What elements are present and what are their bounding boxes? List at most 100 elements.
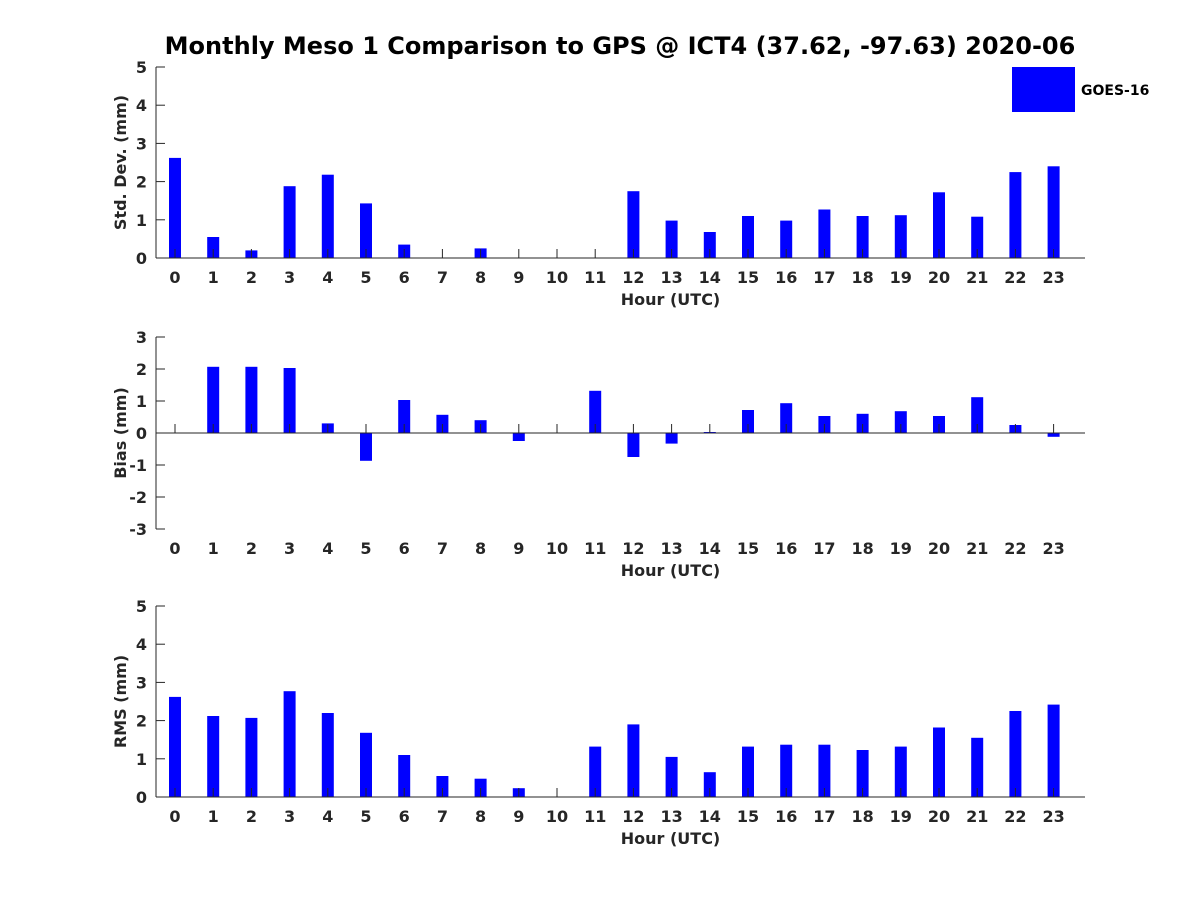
bias-x-tick-label: 8: [475, 539, 486, 558]
bias-x-tick-label: 17: [813, 539, 835, 558]
bias-x-tick-label: 21: [966, 539, 988, 558]
std-dev-bar-18: [856, 216, 869, 258]
rms-x-tick-label: 20: [928, 807, 950, 826]
rms-bar-16: [780, 744, 793, 797]
bias-x-tick-label: 0: [169, 539, 180, 558]
bias-y-tick-label: 1: [136, 392, 147, 411]
std-dev-x-tick-label: 12: [622, 268, 644, 287]
std-dev-x-tick-label: 14: [699, 268, 721, 287]
bias-bar-1: [207, 366, 220, 433]
bias-bar-11: [589, 390, 602, 433]
std-dev-x-tick-label: 5: [360, 268, 371, 287]
std-dev-bar-1: [207, 237, 220, 258]
rms-bar-22: [1009, 711, 1022, 797]
rms-bar-8: [474, 778, 487, 797]
rms-bar-21: [971, 737, 984, 797]
std-dev-x-tick-label: 7: [437, 268, 448, 287]
rms-y-tick-label: 0: [136, 788, 147, 807]
std-dev-bar-21: [971, 216, 984, 258]
rms-x-tick-label: 0: [169, 807, 180, 826]
rms-x-tick-label: 12: [622, 807, 644, 826]
rms-y-axis-label: RMS (mm): [111, 655, 130, 748]
rms-bar-15: [742, 746, 754, 797]
std-dev-bar-14: [703, 232, 716, 258]
std-dev-x-tick-label: 8: [475, 268, 486, 287]
bias-x-tick-label: 3: [284, 539, 295, 558]
bias-bar-5: [360, 433, 372, 461]
rms-x-tick-label: 5: [360, 807, 371, 826]
bias-x-tick-label: 11: [584, 539, 606, 558]
std-dev-bar-15: [742, 216, 754, 258]
rms-bar-7: [436, 776, 449, 797]
rms-bar-13: [665, 756, 678, 797]
rms-x-tick-label: 21: [966, 807, 988, 826]
std-dev-x-tick-label: 11: [584, 268, 606, 287]
std-dev-x-tick-label: 6: [399, 268, 410, 287]
rms-bar-11: [589, 746, 602, 797]
rms-bar-19: [894, 746, 907, 797]
bias-y-tick-label: 3: [136, 328, 147, 347]
bias-x-tick-label: 9: [513, 539, 524, 558]
std-dev-bar-20: [933, 192, 945, 258]
bias-x-tick-label: 12: [622, 539, 644, 558]
rms-x-tick-label: 10: [546, 807, 568, 826]
bias-bar-15: [742, 410, 754, 433]
bias-x-tick-label: 19: [890, 539, 912, 558]
rms-x-tick-label: 8: [475, 807, 486, 826]
rms-bar-12: [627, 724, 640, 797]
bias-x-tick-label: 10: [546, 539, 568, 558]
rms-x-tick-label: 23: [1042, 807, 1064, 826]
rms-x-tick-label: 6: [399, 807, 410, 826]
legend-swatch: [1012, 67, 1075, 112]
bias-y-tick-label: -2: [129, 488, 147, 507]
bias-x-tick-label: 14: [699, 539, 721, 558]
std-dev-x-tick-label: 9: [513, 268, 524, 287]
bias-bar-21: [971, 397, 984, 433]
legend-label: GOES-16: [1081, 83, 1149, 99]
rms-x-tick-label: 18: [851, 807, 873, 826]
std-dev-bar-5: [360, 203, 372, 258]
bias-x-tick-label: 7: [437, 539, 448, 558]
rms-x-tick-label: 17: [813, 807, 835, 826]
bias-bar-13: [665, 433, 678, 444]
bias-bar-6: [398, 400, 411, 433]
std-dev-y-tick-label: 3: [136, 134, 147, 153]
bias-bar-16: [780, 403, 793, 433]
bias-x-tick-label: 2: [246, 539, 257, 558]
bias-x-tick-label: 23: [1042, 539, 1064, 558]
bias-y-axis-label: Bias (mm): [111, 387, 130, 479]
rms-bar-3: [283, 691, 296, 797]
bias-x-tick-label: 18: [851, 539, 873, 558]
legend: GOES-16: [1012, 67, 1149, 112]
bias-y-tick-label: 2: [136, 360, 147, 379]
bias-x-tick-label: 1: [208, 539, 219, 558]
std-dev-y-tick-label: 5: [136, 58, 147, 77]
rms-y-tick-label: 1: [136, 750, 147, 769]
std-dev-x-tick-label: 23: [1042, 268, 1064, 287]
rms-x-tick-label: 22: [1004, 807, 1026, 826]
bias-x-tick-label: 20: [928, 539, 950, 558]
std-dev-y-tick-label: 2: [136, 173, 147, 192]
bias-y-tick-label: -3: [129, 520, 147, 539]
chart-title: Monthly Meso 1 Comparison to GPS @ ICT4 …: [165, 32, 1076, 60]
rms-x-tick-label: 19: [890, 807, 912, 826]
std-dev-x-tick-label: 13: [660, 268, 682, 287]
bias-x-tick-label: 13: [660, 539, 682, 558]
rms-x-tick-label: 14: [699, 807, 721, 826]
rms-x-tick-label: 15: [737, 807, 759, 826]
rms-x-tick-label: 11: [584, 807, 606, 826]
bias-bar-12: [627, 433, 640, 457]
rms-bar-6: [398, 755, 411, 797]
std-dev-x-tick-label: 17: [813, 268, 835, 287]
std-dev-bar-13: [665, 220, 678, 258]
bias-x-axis-label: Hour (UTC): [621, 561, 721, 580]
rms-x-tick-label: 3: [284, 807, 295, 826]
std-dev-bar-12: [627, 191, 640, 258]
std-dev-bar-17: [818, 209, 831, 258]
std-dev-x-tick-label: 1: [208, 268, 219, 287]
rms-bar-0: [169, 696, 181, 797]
std-dev-y-tick-label: 4: [136, 96, 147, 115]
std-dev-x-tick-label: 15: [737, 268, 759, 287]
